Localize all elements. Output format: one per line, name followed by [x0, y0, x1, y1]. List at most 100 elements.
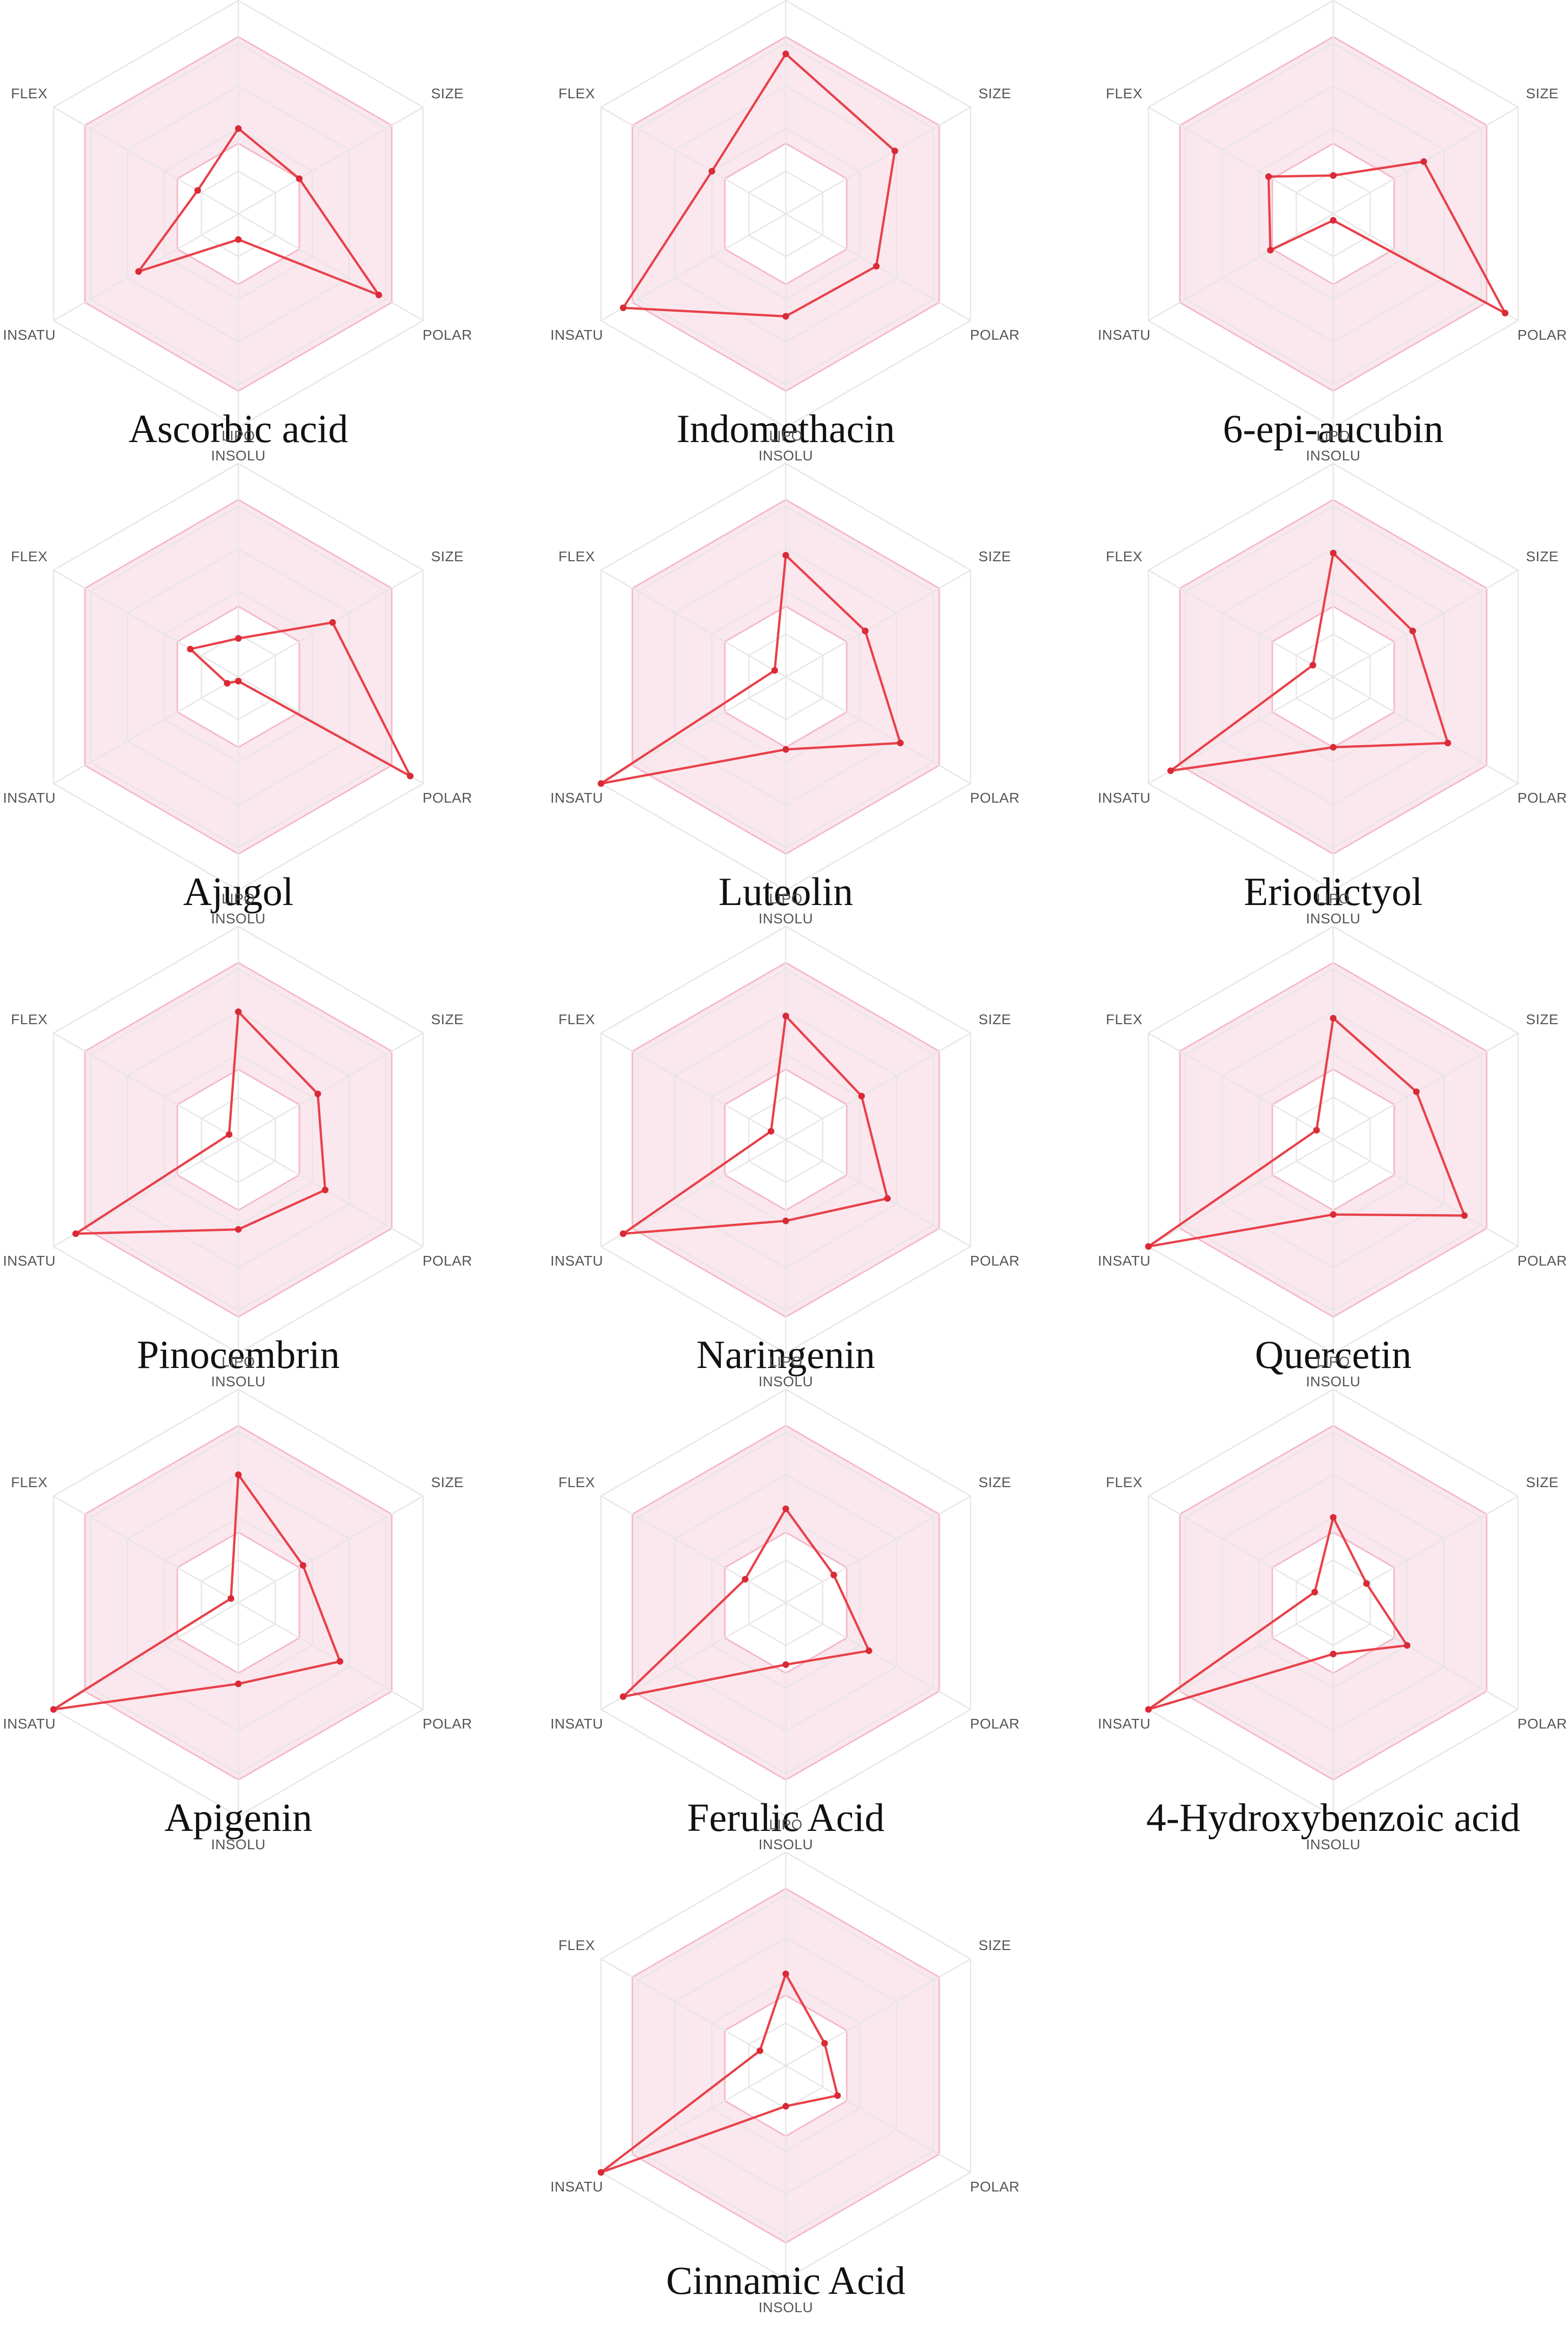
axis-spoke-flex [600, 569, 786, 678]
axis-label-insatu: INSATU [1098, 1253, 1151, 1269]
axis-spoke-size [785, 569, 971, 678]
data-point-insolu [782, 313, 789, 320]
radar-chart-4-hydroxybenzoic-acid: LIPO SIZE POLAR INSOLU INSATU FLEX 4-Hydroxybe… [1098, 1354, 1567, 1852]
data-point-lipo [782, 1505, 789, 1513]
axis-spoke-insatu [600, 676, 786, 784]
axis-label-flex: FLEX [558, 1011, 595, 1027]
axis-spoke-flex [53, 1032, 239, 1141]
axis-label-size: SIZE [978, 1474, 1011, 1490]
axis-spoke-size [785, 1032, 971, 1141]
axis-label-lipo: LIPO [222, 1354, 255, 1369]
axis-label-size: SIZE [978, 1937, 1011, 1953]
axis-spoke-polar [785, 1139, 971, 1247]
axis-label-flex: FLEX [11, 549, 47, 564]
chart-title: Ascorbic acid [129, 406, 348, 451]
data-point-insatu [50, 1706, 57, 1713]
chart-title: 4-Hydroxybenzoic acid [1146, 1795, 1520, 1840]
axis-label-lipo: LIPO [222, 891, 255, 907]
data-point-insolu [782, 1661, 789, 1668]
axis-label-flex: FLEX [1106, 1474, 1142, 1490]
axis-label-insatu: INSATU [551, 2179, 603, 2195]
data-point-polar [873, 263, 880, 270]
data-point-insolu [235, 1226, 242, 1233]
data-point-size [296, 175, 303, 182]
axis-label-insatu: INSATU [1098, 327, 1151, 343]
data-point-flex [1309, 662, 1316, 669]
axis-spoke-size [238, 1495, 424, 1604]
data-point-lipo [1330, 1015, 1337, 1022]
axis-spoke-polar [238, 213, 424, 321]
axis-label-insolu: INSOLU [211, 1374, 265, 1389]
axis-label-polar: POLAR [1518, 790, 1567, 806]
radar-chart-quercetin: LIPO SIZE POLAR INSOLU INSATU FLEX Quercetin [1098, 891, 1567, 1389]
data-point-insolu [1330, 217, 1337, 224]
data-point-flex [756, 2047, 763, 2054]
axis-label-flex: FLEX [11, 1011, 47, 1027]
radar-chart-ferulic-acid: LIPO SIZE POLAR INSOLU INSATU FLEX Ferulic Aci… [551, 1354, 1020, 1852]
data-point-polar [865, 1647, 872, 1654]
axis-spoke-size [238, 1032, 424, 1141]
axis-label-size: SIZE [1526, 1474, 1558, 1490]
data-point-flex [194, 187, 201, 194]
axis-spoke-flex [600, 106, 786, 215]
axis-label-polar: POLAR [970, 790, 1020, 806]
radar-chart-eriodictyol: LIPO SIZE POLAR INSOLU INSATU FLEX Eriodictyol [1098, 428, 1567, 926]
data-point-polar [407, 773, 414, 780]
axis-spoke-polar [785, 676, 971, 784]
data-point-insatu [597, 780, 604, 787]
axis-label-size: SIZE [431, 549, 463, 564]
axis-label-lipo: LIPO [1316, 428, 1350, 444]
axis-spoke-polar [1333, 676, 1519, 784]
axis-label-flex: FLEX [1106, 549, 1142, 564]
data-point-size [1413, 1088, 1420, 1095]
axis-spoke-insatu [1148, 213, 1334, 321]
axis-label-flex: FLEX [1106, 1011, 1142, 1027]
data-point-flex [187, 646, 194, 652]
data-point-polar [375, 291, 382, 298]
data-point-size [830, 1572, 837, 1578]
data-point-flex [1311, 1588, 1318, 1596]
data-point-insatu [620, 304, 627, 311]
axis-label-insolu: INSOLU [211, 1836, 265, 1852]
axis-label-polar: POLAR [970, 1253, 1020, 1269]
data-point-polar [322, 1187, 328, 1193]
axis-label-insatu: INSATU [551, 1716, 603, 1732]
data-point-size [1363, 1580, 1370, 1587]
axis-spoke-polar [238, 1139, 424, 1247]
chart-title: Pinocembrin [137, 1332, 340, 1377]
data-point-flex [771, 667, 778, 674]
axis-spoke-flex [53, 569, 239, 678]
data-point-polar [1461, 1212, 1468, 1219]
axis-spoke-insatu [1148, 1139, 1334, 1247]
axis-label-insolu: INSOLU [211, 911, 265, 926]
radar-chart-naringenin: LIPO SIZE POLAR INSOLU INSATU FLEX Naringenin [551, 891, 1020, 1389]
axis-label-polar: POLAR [970, 2179, 1020, 2195]
axis-label-insatu: INSATU [551, 327, 603, 343]
chart-title: 6-epi-aucubin [1223, 406, 1443, 451]
axis-spoke-size [785, 106, 971, 215]
radar-chart-6-epi-aucubin: LIPO SIZE POLAR INSOLU INSATU FLEX 6-epi-aucub… [1098, 0, 1567, 463]
axis-label-insatu: INSATU [3, 790, 56, 806]
axis-label-size: SIZE [978, 549, 1011, 564]
axis-label-insolu: INSOLU [1306, 448, 1360, 463]
axis-label-insatu: INSATU [3, 1253, 56, 1269]
data-point-polar [1502, 310, 1508, 317]
data-point-lipo [235, 125, 242, 132]
axis-label-polar: POLAR [423, 1253, 472, 1269]
axis-spoke-flex [600, 1495, 786, 1604]
axis-spoke-size [1333, 569, 1519, 678]
data-point-lipo [782, 1012, 789, 1020]
axis-label-polar: POLAR [1518, 327, 1567, 343]
axis-label-insolu: INSOLU [1306, 1374, 1360, 1389]
data-point-lipo [782, 1970, 789, 1978]
axis-label-polar: POLAR [423, 790, 472, 806]
axis-spoke-size [1333, 1032, 1519, 1141]
axis-label-insatu: INSATU [1098, 1716, 1151, 1732]
axis-label-polar: POLAR [970, 327, 1020, 343]
axis-spoke-insatu [600, 2065, 786, 2173]
axis-spoke-polar [1333, 1139, 1519, 1247]
axis-label-size: SIZE [431, 86, 463, 101]
data-point-polar [337, 1658, 344, 1665]
data-point-insatu [1267, 246, 1274, 254]
data-point-size [821, 2040, 828, 2047]
